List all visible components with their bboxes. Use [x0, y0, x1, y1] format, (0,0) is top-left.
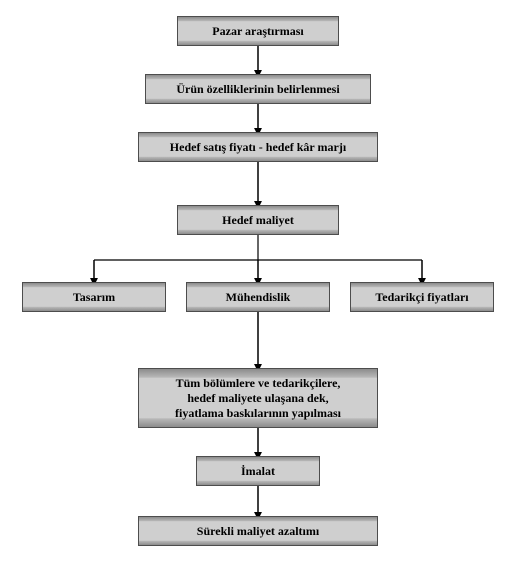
flow-node-n3: Hedef satış fiyatı - hedef kâr marjı	[138, 132, 378, 162]
flowchart-canvas: Pazar araştırması Ürün özelliklerinin bel…	[0, 0, 517, 568]
flow-node-n8: Tüm bölümlere ve tedarikçilere,hedef mal…	[138, 368, 378, 428]
flow-node-label: Tedarikçi fiyatları	[375, 290, 468, 305]
flow-node-label: Mühendislik	[226, 290, 291, 305]
flow-node-n4: Hedef maliyet	[177, 205, 339, 235]
flow-node-label: Tasarım	[73, 290, 115, 305]
flow-node-label: Ürün özelliklerinin belirlenmesi	[176, 82, 339, 97]
flow-node-n10: Sürekli maliyet azaltımı	[138, 516, 378, 546]
flow-node-label: Hedef maliyet	[222, 213, 294, 228]
flow-node-label: Sürekli maliyet azaltımı	[197, 524, 319, 539]
flow-node-n1: Pazar araştırması	[177, 16, 339, 46]
flow-node-n6: Mühendislik	[186, 282, 330, 312]
flow-node-label: Tüm bölümlere ve tedarikçilere,hedef mal…	[175, 376, 341, 421]
flow-node-n7: Tedarikçi fiyatları	[350, 282, 494, 312]
flow-node-label: Hedef satış fiyatı - hedef kâr marjı	[170, 140, 346, 155]
flow-node-n9: İmalat	[196, 456, 320, 486]
flow-node-n2: Ürün özelliklerinin belirlenmesi	[145, 74, 371, 104]
flow-node-n5: Tasarım	[22, 282, 166, 312]
flow-node-label: İmalat	[241, 464, 275, 479]
flow-node-label: Pazar araştırması	[212, 24, 303, 39]
